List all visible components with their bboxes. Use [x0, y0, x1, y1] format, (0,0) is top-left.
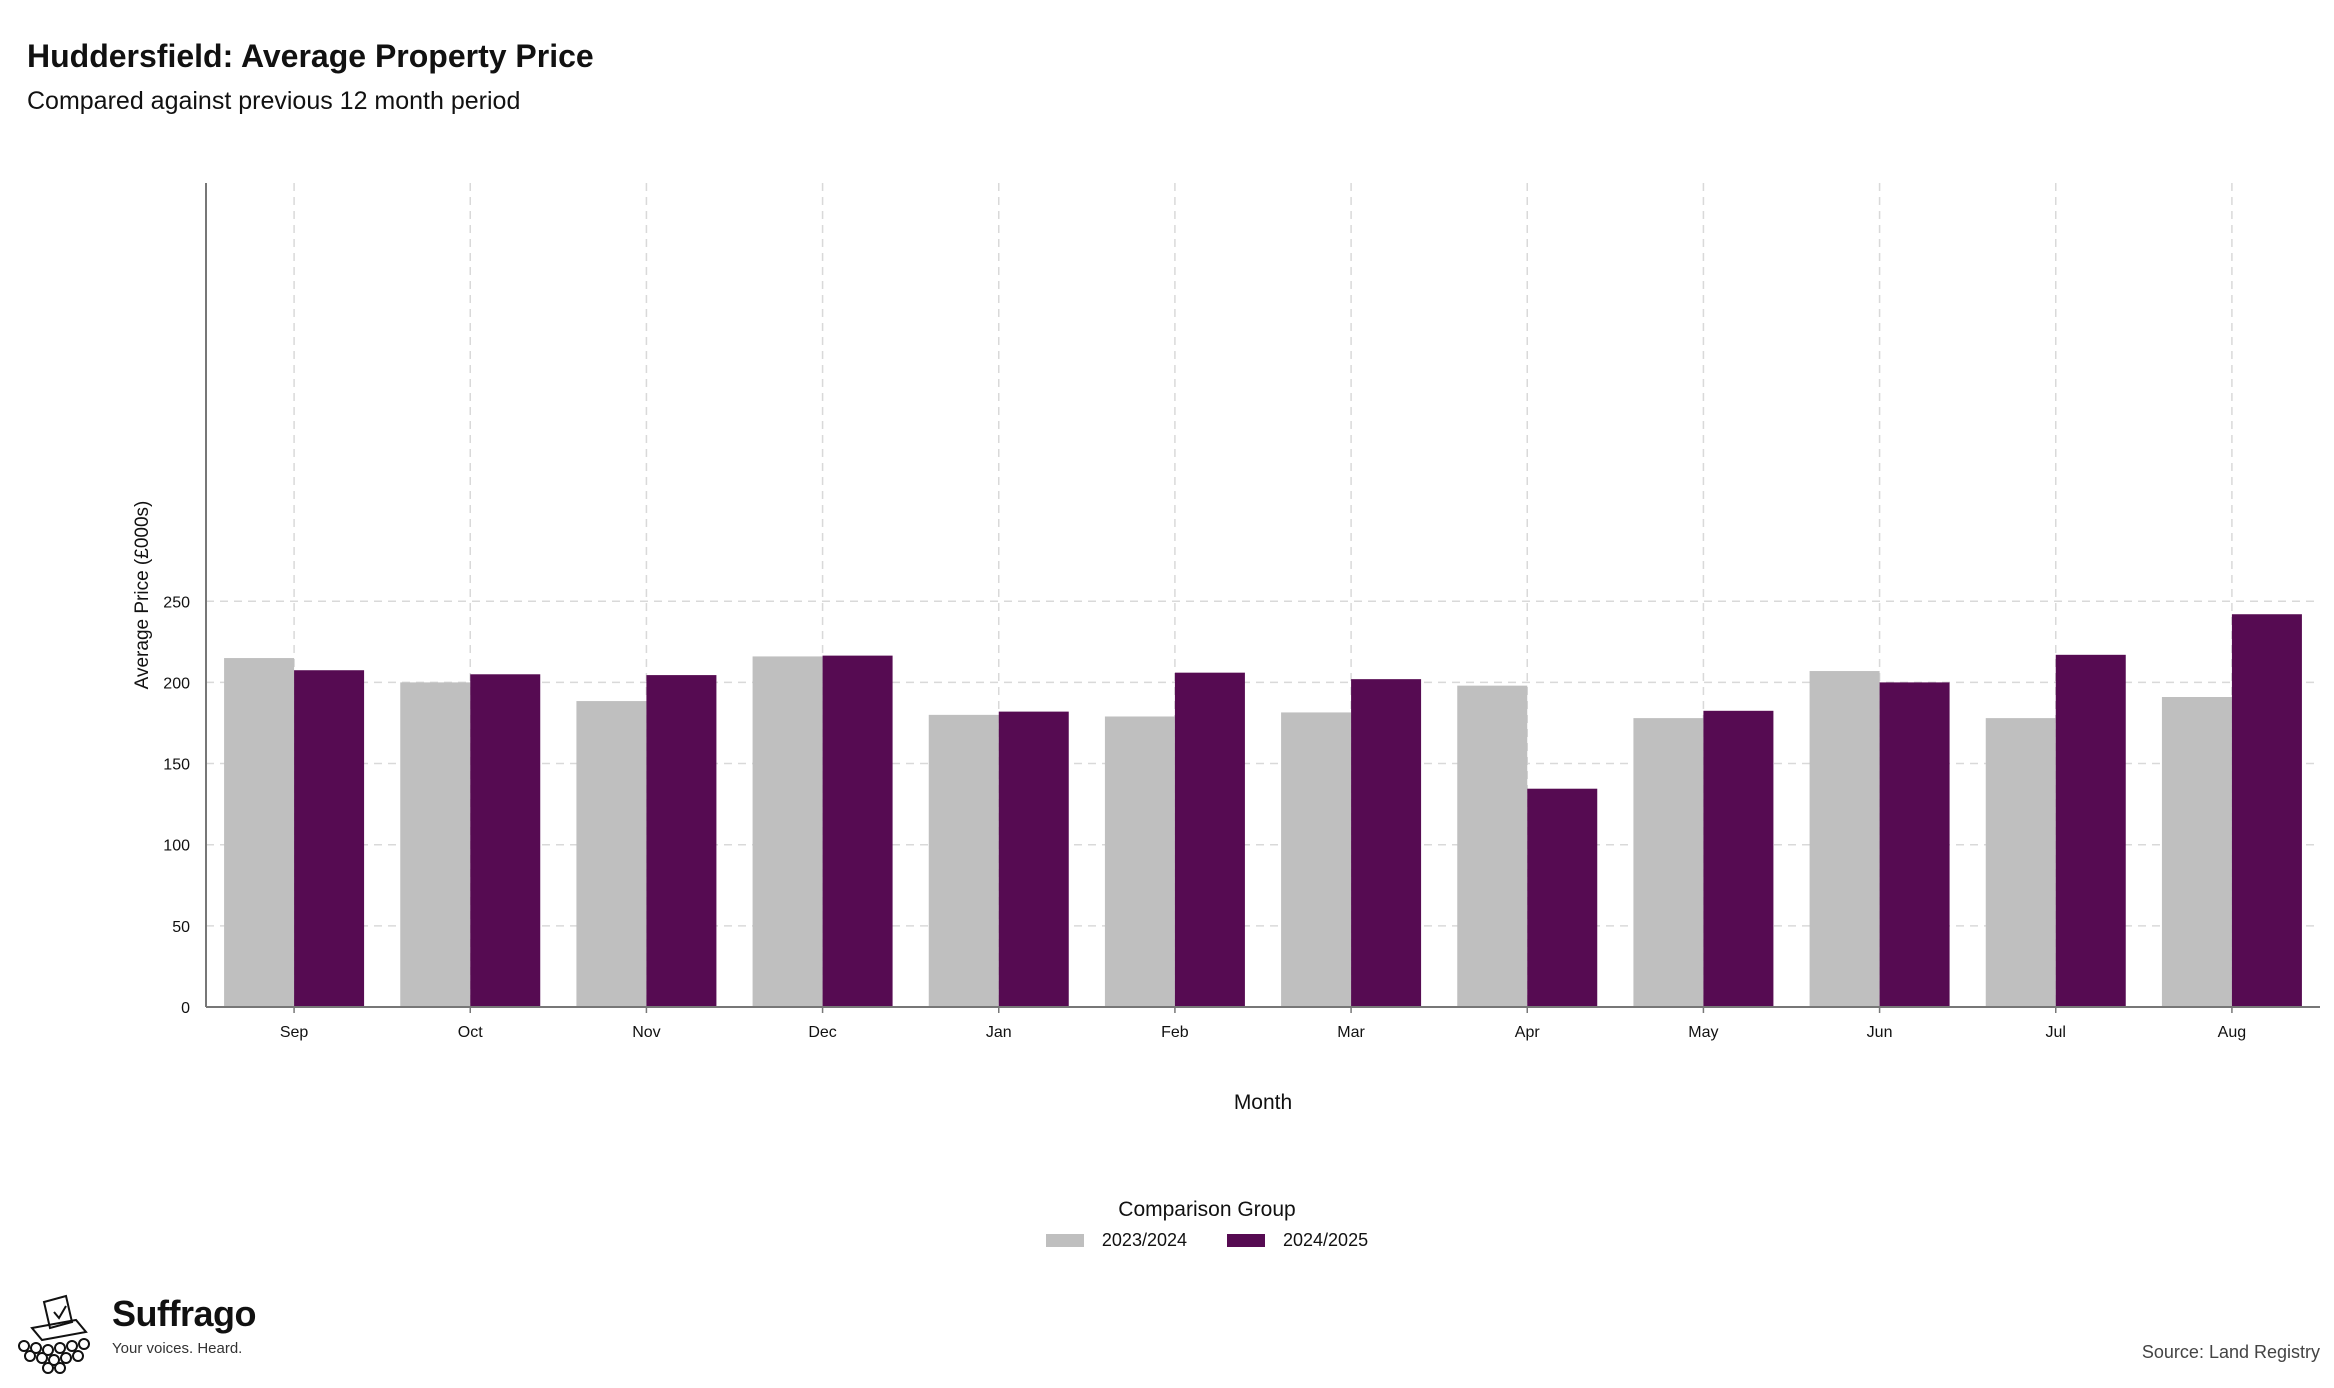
x-tick-label: Oct — [458, 1024, 483, 1041]
x-tick-label: Jul — [2046, 1024, 2066, 1041]
x-tick-label: Mar — [1337, 1024, 1365, 1041]
bar-2024-2025-dec — [822, 655, 893, 1007]
y-tick-label: 150 — [163, 757, 190, 774]
bar-2024-2025-jun — [1879, 682, 1950, 1007]
brand-footer: Suffrago Your voices. Heard. — [14, 1293, 257, 1374]
chart-subtitle: Compared against previous 12 month perio… — [27, 87, 521, 115]
bar-2023-2024-jul — [1985, 718, 2056, 1007]
bar-2024-2025-apr — [1527, 788, 1598, 1007]
chart-title: Huddersfield: Average Property Price — [27, 38, 594, 74]
x-tick-label: Nov — [632, 1024, 660, 1041]
legend-swatch-2023-2024 — [1045, 1234, 1084, 1247]
bar-2024-2025-jul — [2055, 654, 2126, 1007]
legend-label-2024-2025: 2024/2025 — [1283, 1230, 1369, 1250]
legend-item-2024-2025: 2024/2025 — [1227, 1230, 1368, 1251]
bar-2024-2025-sep — [294, 670, 365, 1007]
x-tick-label: Feb — [1161, 1024, 1189, 1041]
legend: Comparison Group 2023/2024 2024/2025 — [0, 1198, 2334, 1251]
bar-2024-2025-feb — [1174, 672, 1245, 1007]
bar-2023-2024-aug — [2161, 697, 2232, 1007]
source-note: Source: Land Registry — [2141, 1342, 2320, 1362]
x-tick-label: Jun — [1867, 1024, 1893, 1041]
bar-2023-2024-jun — [1809, 671, 1880, 1007]
y-tick-label: 50 — [172, 919, 190, 936]
y-tick-label: 0 — [181, 1000, 190, 1017]
bar-2024-2025-jan — [998, 711, 1069, 1007]
bar-2023-2024-jan — [928, 714, 999, 1007]
legend-swatch-2024-2025 — [1227, 1234, 1265, 1247]
bar-2023-2024-apr — [1457, 685, 1528, 1007]
x-tick-label: Aug — [2218, 1024, 2246, 1041]
bar-2023-2024-mar — [1281, 712, 1352, 1007]
y-tick-label: 100 — [163, 838, 190, 855]
x-tick-label: Jan — [986, 1024, 1012, 1041]
bar-2024-2025-mar — [1351, 679, 1422, 1007]
bar-2024-2025-nov — [646, 675, 717, 1007]
bar-2023-2024-feb — [1104, 716, 1175, 1007]
bar-2024-2025-aug — [2231, 614, 2302, 1007]
bar-2023-2024-may — [1633, 718, 1704, 1007]
bar-2024-2025-oct — [470, 674, 541, 1007]
legend-title: Comparison Group — [1118, 1198, 1296, 1221]
axes — [205, 183, 2320, 1008]
bar-2023-2024-nov — [576, 701, 647, 1007]
bars — [224, 614, 2302, 1007]
bar-2024-2025-may — [1703, 710, 1774, 1007]
x-tick-label: Sep — [280, 1024, 309, 1041]
bar-2023-2024-dec — [752, 656, 823, 1007]
y-tick-label: 250 — [163, 594, 190, 611]
bar-chart: 0 50 100 150 200 250 Sep Oct Nov Dec Jan Feb Mar Apr M… — [132, 183, 2320, 1114]
x-tick-label: May — [1688, 1024, 1718, 1041]
y-tick-label: 200 — [163, 675, 190, 692]
legend-item-2023-2024: 2023/2024 — [1045, 1230, 1187, 1251]
x-axis-label: Month — [1234, 1091, 1292, 1114]
legend-label-2023-2024: 2023/2024 — [1101, 1230, 1187, 1250]
x-tick-label: Dec — [808, 1024, 836, 1041]
brand-name: Suffrago — [112, 1293, 257, 1334]
x-tick-label: Apr — [1515, 1024, 1541, 1041]
y-axis-label: Average Price (£000s) — [132, 501, 153, 690]
bar-2023-2024-oct — [400, 682, 471, 1007]
ballot-box-logo-icon — [18, 1294, 90, 1374]
bar-2023-2024-sep — [224, 658, 295, 1007]
tick-labels: 0 50 100 150 200 250 Sep Oct Nov Dec Jan Feb Mar Apr M… — [163, 594, 2246, 1041]
brand-tagline: Your voices. Heard. — [112, 1339, 243, 1357]
